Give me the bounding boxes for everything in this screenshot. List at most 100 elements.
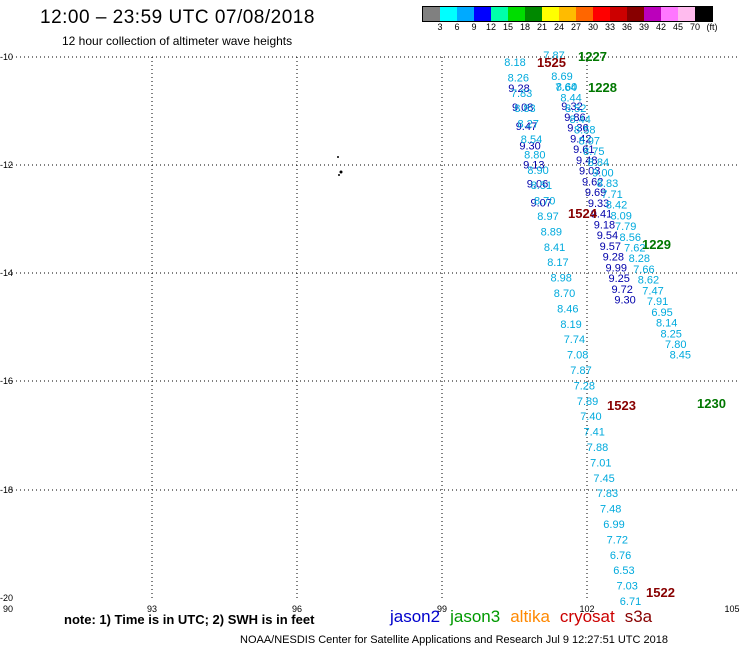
- swh-value: 8.14: [656, 318, 677, 330]
- swh-value: 9.03: [579, 166, 600, 178]
- swh-value: 8.90: [527, 165, 548, 177]
- swh-value: 8.80: [524, 149, 545, 161]
- lat-tick-label: -10: [0, 52, 13, 62]
- color-scale-label: 24: [553, 22, 565, 32]
- swh-value: 8.41: [544, 242, 565, 254]
- time-labels: 1227 1228 1229 1230 1525 1524 1523 1522: [537, 49, 726, 600]
- swh-value: 6.76: [610, 550, 631, 562]
- color-swatch: [695, 7, 712, 21]
- swh-value: 8.84: [588, 157, 609, 169]
- time-label: 1229: [642, 237, 671, 252]
- color-swatch: [474, 7, 491, 21]
- color-scale-label: 30: [587, 22, 599, 32]
- time-label: 1227: [578, 49, 607, 64]
- swh-value: 9.08: [512, 102, 533, 114]
- swh-value: 8.27: [517, 119, 538, 131]
- lon-tick-label: 90: [3, 604, 13, 614]
- swh-value: 8.75: [583, 146, 604, 158]
- color-swatch: [627, 7, 644, 21]
- color-scale-label: 39: [638, 22, 650, 32]
- swh-value: 9.86: [564, 112, 585, 124]
- swh-value: 9.18: [594, 219, 615, 231]
- color-scale-label: 21: [536, 22, 548, 32]
- swh-value: 8.58: [574, 125, 595, 137]
- swh-value: 8.69: [551, 71, 572, 83]
- time-label: 1230: [697, 396, 726, 411]
- swh-value: 8.98: [550, 273, 571, 285]
- swh-value: 7.79: [615, 221, 636, 233]
- swh-value: 7.87: [570, 365, 591, 377]
- lat-tick-label: -20: [0, 593, 13, 603]
- swh-value: 9.42: [570, 133, 591, 145]
- color-scale-label: 15: [502, 22, 514, 32]
- swh-value: 8.56: [620, 232, 641, 244]
- legend-jason2: jason2: [390, 607, 441, 626]
- swh-value: 8.89: [541, 226, 562, 238]
- color-swatch: [610, 7, 627, 21]
- color-swatch: [559, 7, 576, 21]
- swh-value: 7.28: [574, 380, 595, 392]
- swh-value: 8.44: [560, 92, 581, 104]
- swh-value: 9.41: [591, 209, 612, 221]
- color-scale-label: 33: [604, 22, 616, 32]
- lat-tick-label: -18: [0, 485, 13, 495]
- color-scale-label: 45: [672, 22, 684, 32]
- map-grid: [8, 56, 740, 598]
- map-title: 12:00 – 23:59 UTC 07/08/2018: [40, 7, 315, 28]
- swh-value: 8.44: [569, 114, 590, 126]
- swh-value: 9.28: [508, 83, 529, 95]
- swh-value: 7.91: [647, 296, 668, 308]
- swh-value: 9.57: [600, 241, 621, 253]
- swh-value: 7.89: [577, 396, 598, 408]
- color-swatch: [525, 7, 542, 21]
- legend-s3a: s3a: [624, 607, 653, 626]
- swh-value: 8.70: [554, 288, 575, 300]
- swh-value: 9.54: [597, 230, 618, 242]
- color-scale-label: 27: [570, 22, 582, 32]
- swh-value: 8.18: [504, 57, 525, 69]
- legend-cryosat: cryosat: [559, 607, 615, 626]
- swh-value: 9.06: [527, 179, 548, 191]
- swh-value: 7.01: [590, 457, 611, 469]
- color-scale-bar: [422, 6, 713, 22]
- color-scale-label: 3: [437, 22, 443, 32]
- color-swatch: [593, 7, 610, 21]
- lat-tick-label: -14: [0, 268, 13, 278]
- color-scale-label: 70: [689, 22, 701, 32]
- color-swatch: [678, 7, 695, 21]
- swh-value: 8.45: [670, 350, 691, 362]
- color-scale-label: 18: [519, 22, 531, 32]
- swh-value: 8.46: [557, 303, 578, 315]
- map-subtitle: 12 hour collection of altimeter wave hei…: [62, 34, 293, 48]
- time-label: 1522: [646, 585, 675, 600]
- color-swatch: [508, 7, 525, 21]
- swh-value: 6.71: [620, 596, 641, 608]
- swh-value: 7.40: [580, 411, 601, 423]
- swh-value: 7.83: [597, 488, 618, 500]
- swh-value: 8.28: [629, 253, 650, 265]
- swh-value: 8.97: [579, 135, 600, 147]
- swh-value: 8.60: [556, 82, 577, 94]
- color-scale-labels: 3 6 9 12 15 18 21 24 27 30 33 36 39 42 45 70 (ft): [422, 22, 740, 34]
- color-scale-label: 6: [454, 22, 460, 32]
- time-label: 1228: [588, 80, 617, 95]
- swh-values: 9.329.869.369.429.619.489.039.629.699.33…: [504, 50, 691, 608]
- swh-value: 7.87: [543, 50, 564, 62]
- swh-value: 7.64: [555, 82, 576, 94]
- swh-value: 7.83: [511, 88, 532, 100]
- legend-jason3: jason3: [450, 607, 501, 626]
- color-swatch: [491, 7, 508, 21]
- swh-value: 6.99: [603, 519, 624, 531]
- swh-value: 7.72: [607, 534, 628, 546]
- swh-value: 8.51: [531, 180, 552, 192]
- swh-value: 8.83: [514, 103, 535, 115]
- swh-value: 8.54: [521, 134, 542, 146]
- swh-value: 9.07: [530, 198, 551, 210]
- color-scale-label: 42: [655, 22, 667, 32]
- lon-tick-label: 102: [579, 604, 594, 614]
- legend-altika: altika: [510, 607, 550, 626]
- swh-value: 6.53: [613, 565, 634, 577]
- swh-value: 7.45: [593, 473, 614, 485]
- color-swatch: [661, 7, 678, 21]
